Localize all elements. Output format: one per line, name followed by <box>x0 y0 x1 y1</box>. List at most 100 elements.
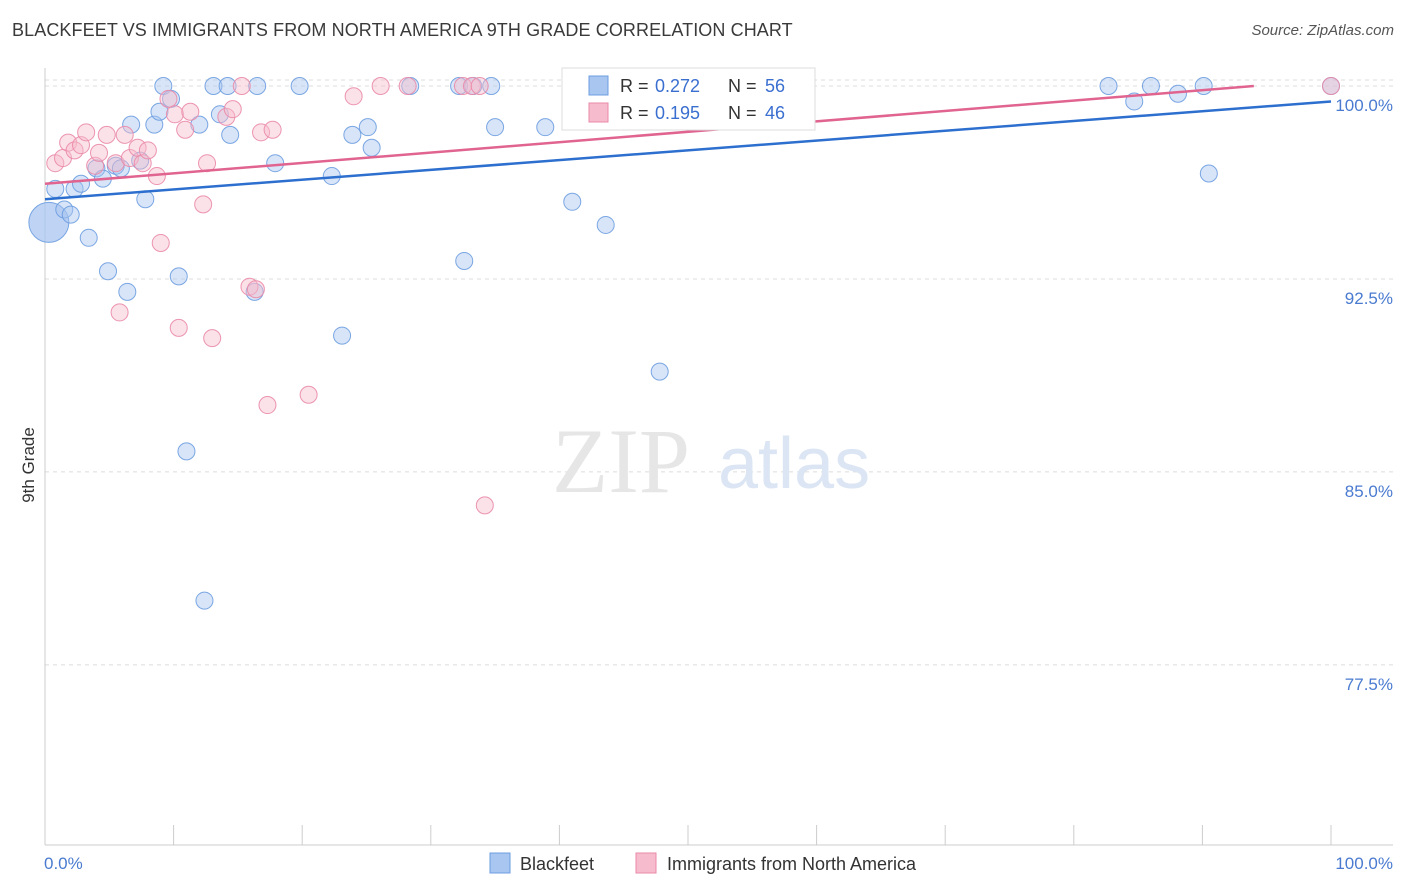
stats-n-value: 46 <box>765 103 785 123</box>
point-blackfeet <box>248 77 267 96</box>
y-axis-label: 9th Grade <box>19 427 38 503</box>
point-immigrants <box>194 195 213 214</box>
point-immigrants <box>252 123 271 142</box>
point-blackfeet <box>72 174 91 193</box>
point-immigrants <box>169 318 188 337</box>
stats-swatch-pink <box>588 102 609 123</box>
stats-r-value: 0.272 <box>655 76 700 96</box>
y-tick-label: 77.5% <box>1345 675 1393 694</box>
point-blackfeet <box>61 205 80 224</box>
trend-line-immigrants <box>44 84 1254 186</box>
point-blackfeet <box>169 267 188 286</box>
point-blackfeet <box>221 125 240 144</box>
stats-box: R = 0.272 N = 56 R = 0.195 N = 46 <box>561 67 816 131</box>
point-immigrants <box>344 87 363 106</box>
point-blackfeet <box>333 326 352 345</box>
point-immigrants <box>217 107 236 126</box>
point-immigrants <box>462 77 481 96</box>
point-immigrants <box>165 105 184 124</box>
stats-r-label: R = <box>620 76 649 96</box>
watermark-atlas: atlas <box>718 424 870 504</box>
point-blackfeet <box>190 115 209 134</box>
point-blackfeet <box>362 138 381 157</box>
point-immigrants <box>159 89 178 108</box>
point-blackfeet <box>358 118 377 137</box>
point-immigrants <box>97 125 116 144</box>
watermark: ZIP atlas <box>552 410 870 512</box>
legend-swatch-pink <box>635 852 657 874</box>
point-blackfeet <box>536 118 555 137</box>
point-immigrants <box>398 77 417 96</box>
point-blackfeet <box>1194 77 1213 96</box>
point-blackfeet <box>204 77 223 96</box>
point-immigrants <box>110 303 129 322</box>
point-immigrants <box>246 280 265 299</box>
points-layer <box>28 77 1340 610</box>
point-immigrants <box>470 77 489 96</box>
chart-title: BLACKFEET VS IMMIGRANTS FROM NORTH AMERI… <box>12 20 793 40</box>
stats-r-value: 0.195 <box>655 103 700 123</box>
x-tick-label: 100.0% <box>1335 854 1393 873</box>
source-credit: Source: ZipAtlas.com <box>1251 22 1394 39</box>
point-blackfeet <box>99 262 118 281</box>
legend-label-immigrants: Immigrants from North America <box>667 854 917 874</box>
point-immigrants <box>475 496 494 515</box>
legend-label-blackfeet: Blackfeet <box>520 854 594 874</box>
point-blackfeet <box>1099 77 1118 96</box>
point-immigrants <box>258 396 277 415</box>
point-blackfeet <box>450 77 469 96</box>
point-immigrants <box>77 123 96 142</box>
stats-n-label: N = <box>728 103 757 123</box>
y-tick-label: 92.5% <box>1345 289 1393 308</box>
point-blackfeet <box>28 201 70 243</box>
point-immigrants <box>263 120 282 139</box>
point-blackfeet <box>79 228 98 247</box>
stats-row-immigrants: R = 0.195 N = 46 <box>588 102 785 123</box>
legend: Blackfeet Immigrants from North America <box>489 852 917 874</box>
point-blackfeet <box>343 125 362 144</box>
point-immigrants <box>138 141 157 160</box>
point-blackfeet <box>455 251 474 270</box>
stats-n-label: N = <box>728 76 757 96</box>
stats-r-label: R = <box>620 103 649 123</box>
point-immigrants <box>203 329 222 348</box>
point-immigrants <box>90 143 109 162</box>
point-blackfeet <box>218 77 237 96</box>
trend-line-blackfeet <box>44 100 1332 201</box>
point-blackfeet <box>290 77 309 96</box>
point-blackfeet <box>486 118 505 137</box>
point-immigrants <box>223 100 242 119</box>
point-blackfeet <box>266 154 285 173</box>
point-immigrants <box>151 233 170 252</box>
watermark-zip: ZIP <box>552 410 690 512</box>
point-immigrants <box>181 102 200 121</box>
point-blackfeet <box>122 115 141 134</box>
point-blackfeet <box>177 442 196 461</box>
point-blackfeet <box>195 591 214 610</box>
y-tick-label: 100.0% <box>1335 96 1393 115</box>
point-blackfeet <box>150 102 169 121</box>
legend-item-immigrants[interactable]: Immigrants from North America <box>635 852 917 874</box>
point-blackfeet <box>1141 77 1160 96</box>
axes-layer: 100.0% 92.5% 85.0% 77.5% 0.0% 100.0% <box>44 68 1393 873</box>
stats-row-blackfeet: R = 0.272 N = 56 <box>588 75 785 96</box>
point-blackfeet <box>596 215 615 234</box>
legend-item-blackfeet[interactable]: Blackfeet <box>489 852 594 874</box>
point-blackfeet <box>1199 164 1218 183</box>
point-blackfeet <box>118 282 137 301</box>
stats-n-value: 56 <box>765 76 785 96</box>
point-immigrants <box>106 154 125 173</box>
point-immigrants <box>299 385 318 404</box>
y-tick-label: 85.0% <box>1345 482 1393 501</box>
trend-layer <box>44 84 1332 201</box>
point-immigrants <box>176 120 195 139</box>
legend-swatch-blue <box>489 852 511 874</box>
point-blackfeet <box>563 192 582 211</box>
point-immigrants <box>1322 77 1340 96</box>
point-immigrants <box>115 125 134 144</box>
point-blackfeet <box>650 362 669 381</box>
point-immigrants <box>371 77 390 96</box>
x-tick-label: 0.0% <box>44 854 83 873</box>
stats-swatch-blue <box>588 75 609 96</box>
